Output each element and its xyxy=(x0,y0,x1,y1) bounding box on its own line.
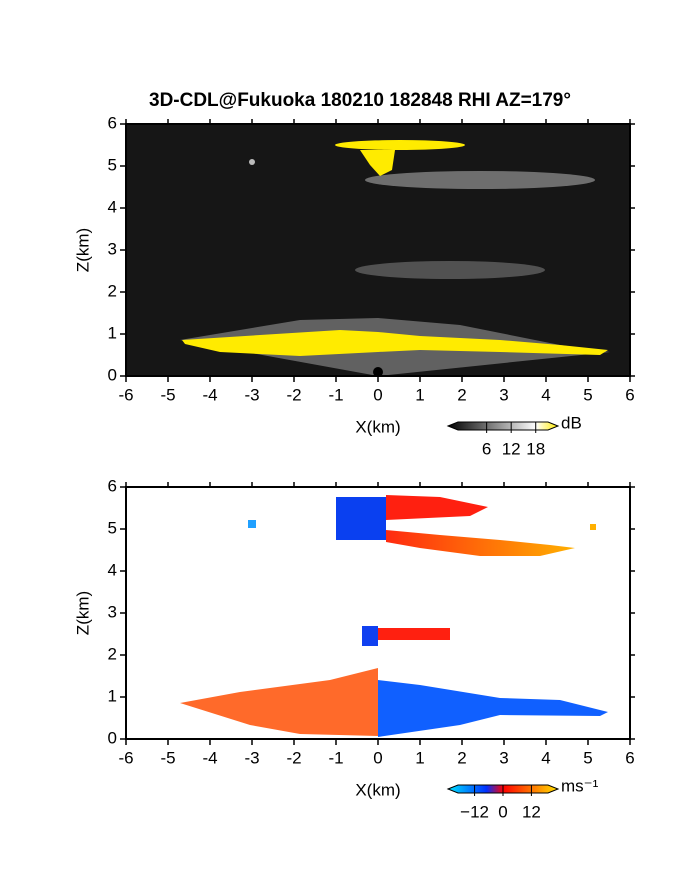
colorbar-tick-label: 12 xyxy=(502,439,521,458)
colorbar-tick-label: −12 xyxy=(460,802,489,821)
x-tick-label: 5 xyxy=(583,748,592,767)
y-tick-label: 4 xyxy=(108,560,117,579)
y-tick-label: 6 xyxy=(108,113,117,132)
chart-title: 3D-CDL@Fukuoka 180210 182848 RHI AZ=179° xyxy=(149,90,571,111)
x-tick-label: 1 xyxy=(415,748,424,767)
x-tick-label: -5 xyxy=(160,385,175,404)
y-axis-label: Z(km) xyxy=(73,591,92,635)
y-tick-label: 6 xyxy=(108,476,117,495)
x-tick-label: 4 xyxy=(541,385,550,404)
x-tick-label: -3 xyxy=(244,385,259,404)
colorbar-tick-label: 12 xyxy=(522,802,541,821)
y-tick-label: 0 xyxy=(108,365,117,384)
x-tick-label: 6 xyxy=(625,385,634,404)
y-axis-label: Z(km) xyxy=(73,228,92,272)
colorbar-unit: ms⁻¹ xyxy=(561,776,599,795)
x-tick-label: -2 xyxy=(286,385,301,404)
x-tick-label: 1 xyxy=(415,385,424,404)
colorbar-unit: dB xyxy=(561,413,582,432)
x-axis-label: X(km) xyxy=(355,780,400,799)
x-tick-label: 3 xyxy=(499,748,508,767)
x-tick-label: -4 xyxy=(202,385,217,404)
x-tick-label: -5 xyxy=(160,748,175,767)
y-tick-label: 1 xyxy=(108,323,117,342)
y-tick-label: 4 xyxy=(108,197,117,216)
y-tick-label: 2 xyxy=(108,281,117,300)
x-tick-label: 0 xyxy=(373,385,382,404)
x-tick-label: 6 xyxy=(625,748,634,767)
x-tick-label: 2 xyxy=(457,385,466,404)
x-tick-label: -3 xyxy=(244,748,259,767)
colorbar-tick-label: 0 xyxy=(498,802,507,821)
x-tick-label: -1 xyxy=(328,385,343,404)
x-tick-label: 0 xyxy=(373,748,382,767)
y-tick-label: 3 xyxy=(108,602,117,621)
colorbar-tick-label: 6 xyxy=(482,439,491,458)
backscatter-field xyxy=(126,124,630,377)
colorbar-tick-label: 18 xyxy=(526,439,545,458)
x-axis-label: X(km) xyxy=(355,417,400,436)
y-tick-label: 5 xyxy=(108,518,117,537)
y-tick-label: 1 xyxy=(108,686,117,705)
x-tick-label: -2 xyxy=(286,748,301,767)
x-tick-label: -4 xyxy=(202,748,217,767)
y-tick-label: 2 xyxy=(108,644,117,663)
y-tick-label: 5 xyxy=(108,155,117,174)
y-tick-label: 3 xyxy=(108,239,117,258)
x-tick-label: 5 xyxy=(583,385,592,404)
y-tick-label: 0 xyxy=(108,728,117,747)
colorbar xyxy=(446,421,560,431)
x-tick-label: 2 xyxy=(457,748,466,767)
velocity-field xyxy=(180,495,608,737)
x-tick-label: -6 xyxy=(118,385,133,404)
x-tick-label: 4 xyxy=(541,748,550,767)
x-tick-label: -6 xyxy=(118,748,133,767)
x-tick-label: 3 xyxy=(499,385,508,404)
x-tick-label: -1 xyxy=(328,748,343,767)
